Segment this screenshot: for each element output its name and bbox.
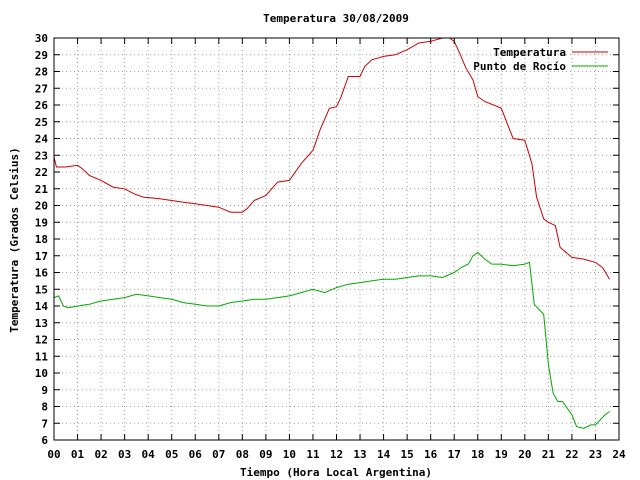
series-group xyxy=(53,37,611,429)
y-tick-label: 7 xyxy=(41,417,48,430)
y-tick-label: 22 xyxy=(35,166,48,179)
y-tick-label: 19 xyxy=(35,216,48,229)
x-axis-title: Tiempo (Hora Local Argentina) xyxy=(240,466,432,479)
y-tick-label: 24 xyxy=(35,133,49,146)
x-tick-label: 15 xyxy=(401,448,414,461)
x-tick-label: 08 xyxy=(236,448,249,461)
x-tick-label: 21 xyxy=(542,448,556,461)
x-tick-label: 00 xyxy=(47,448,60,461)
x-tick-label: 09 xyxy=(259,448,272,461)
y-tick-label: 11 xyxy=(35,350,49,363)
x-tick-label: 24 xyxy=(612,448,626,461)
y-axis-title: Temperatura (Grados Celsius) xyxy=(8,147,21,332)
y-tick-label: 9 xyxy=(41,384,48,397)
y-tick-label: 8 xyxy=(41,401,48,414)
x-tick-label: 14 xyxy=(377,448,391,461)
y-tick-label: 21 xyxy=(35,183,49,196)
x-tick-label: 22 xyxy=(565,448,578,461)
x-tick-label: 01 xyxy=(71,448,85,461)
x-tick-label: 04 xyxy=(142,448,156,461)
x-tick-label: 19 xyxy=(495,448,508,461)
y-tick-label: 12 xyxy=(35,334,48,347)
y-tick-label: 29 xyxy=(35,49,48,62)
y-tick-label: 14 xyxy=(35,300,49,313)
y-tick-label: 30 xyxy=(35,32,48,45)
x-tick-label: 06 xyxy=(189,448,203,461)
grid xyxy=(54,38,619,440)
x-tick-label: 05 xyxy=(165,448,178,461)
y-tick-label: 10 xyxy=(35,367,48,380)
x-tick-label: 23 xyxy=(589,448,602,461)
x-tick-label: 12 xyxy=(330,448,343,461)
y-tick-label: 20 xyxy=(35,200,48,213)
x-tick-label: 02 xyxy=(94,448,107,461)
x-tick-label: 13 xyxy=(353,448,366,461)
y-tick-label: 15 xyxy=(35,283,48,296)
y-tick-label: 16 xyxy=(35,267,49,280)
y-tick-label: 27 xyxy=(35,82,48,95)
chart-title: Temperatura 30/08/2009 xyxy=(263,12,409,25)
y-tick-label: 25 xyxy=(35,116,48,129)
legend-label: Punto de Rocío xyxy=(473,60,566,73)
ticks: 00 01 02 03 04 05 06 07 08 09 10 11 12 13 14 15 16 17 18 19… xyxy=(35,32,626,461)
x-tick-label: 10 xyxy=(283,448,296,461)
legend-label: Temperatura xyxy=(493,46,566,59)
series-line-temperatura xyxy=(53,37,611,280)
x-tick-label: 03 xyxy=(118,448,131,461)
y-tick-label: 6 xyxy=(41,434,48,447)
y-tick-label: 18 xyxy=(35,233,48,246)
y-tick-label: 13 xyxy=(35,317,48,330)
x-tick-label: 07 xyxy=(212,448,225,461)
y-tick-label: 17 xyxy=(35,250,48,263)
series-line-punto-de-rocio xyxy=(53,251,610,429)
x-tick-label: 18 xyxy=(471,448,484,461)
x-tick-label: 17 xyxy=(448,448,461,461)
x-tick-label: 20 xyxy=(518,448,531,461)
y-tick-label: 23 xyxy=(35,149,48,162)
x-tick-label: 11 xyxy=(306,448,320,461)
y-tick-label: 26 xyxy=(35,99,49,112)
x-tick-label: 16 xyxy=(424,448,438,461)
y-tick-label: 28 xyxy=(35,66,48,79)
